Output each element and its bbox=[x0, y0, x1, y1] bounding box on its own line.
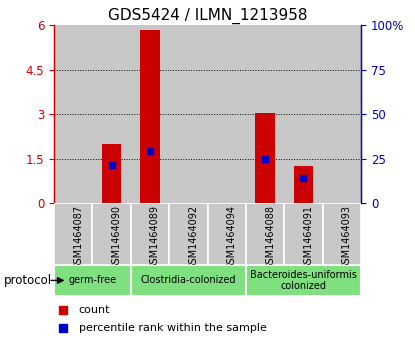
Bar bbox=[246, 203, 284, 265]
Bar bbox=[169, 25, 208, 203]
Bar bbox=[284, 25, 323, 203]
Bar bbox=[54, 25, 92, 203]
Text: count: count bbox=[78, 305, 110, 315]
Text: GSM1464094: GSM1464094 bbox=[227, 205, 237, 270]
Text: GSM1464091: GSM1464091 bbox=[303, 205, 313, 270]
Text: Clostridia-colonized: Clostridia-colonized bbox=[141, 276, 236, 285]
Text: percentile rank within the sample: percentile rank within the sample bbox=[78, 323, 266, 333]
Text: GSM1464089: GSM1464089 bbox=[150, 205, 160, 270]
Bar bbox=[102, 144, 121, 203]
Text: GSM1464092: GSM1464092 bbox=[188, 205, 198, 270]
Bar bbox=[284, 203, 323, 265]
Text: GSM1464088: GSM1464088 bbox=[265, 205, 275, 270]
Text: GSM1464087: GSM1464087 bbox=[73, 205, 83, 270]
Bar bbox=[208, 25, 246, 203]
Bar bbox=[169, 203, 208, 265]
Bar bbox=[54, 265, 131, 296]
Bar bbox=[323, 203, 361, 265]
Bar bbox=[54, 203, 92, 265]
Bar bbox=[140, 30, 159, 203]
Bar bbox=[323, 25, 361, 203]
Title: GDS5424 / ILMN_1213958: GDS5424 / ILMN_1213958 bbox=[108, 8, 307, 24]
Bar bbox=[93, 25, 131, 203]
Text: GSM1464090: GSM1464090 bbox=[112, 205, 122, 270]
Bar bbox=[246, 25, 284, 203]
Bar bbox=[256, 113, 275, 203]
Bar bbox=[131, 203, 169, 265]
Bar bbox=[93, 203, 131, 265]
Text: GSM1464093: GSM1464093 bbox=[342, 205, 352, 270]
Bar bbox=[294, 166, 313, 203]
Text: germ-free: germ-free bbox=[68, 276, 116, 285]
Bar bbox=[208, 203, 246, 265]
Bar bbox=[131, 25, 169, 203]
Bar bbox=[246, 265, 361, 296]
Text: Bacteroides-uniformis
colonized: Bacteroides-uniformis colonized bbox=[250, 270, 357, 291]
Bar bbox=[131, 265, 246, 296]
Text: protocol: protocol bbox=[4, 274, 52, 287]
